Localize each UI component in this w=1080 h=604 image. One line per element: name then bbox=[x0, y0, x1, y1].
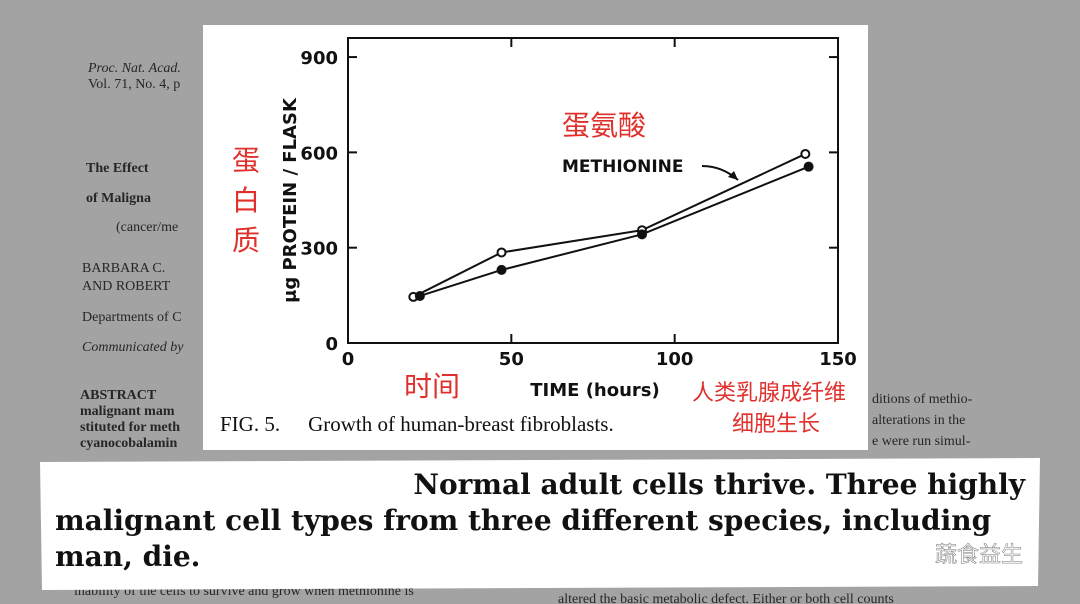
doc-line: of Maligna bbox=[86, 191, 151, 206]
doc-line: e were run simul- bbox=[872, 434, 971, 449]
series-line bbox=[419, 165, 809, 297]
banner-line: man, die. bbox=[55, 540, 200, 573]
doc-line: Communicated by bbox=[82, 340, 184, 355]
chart: 0 300 600 900 0 50 100 150 μg PROTEIN / FLASK TIM… bbox=[220, 37, 857, 437]
banner-line: Normal adult cells thrive. Three highly bbox=[413, 468, 1025, 501]
y-tick-label: 0 bbox=[325, 334, 338, 355]
annotation-cn: 时间 bbox=[404, 370, 460, 403]
doc-line: (cancer/me bbox=[116, 220, 178, 235]
x-tick-label: 0 bbox=[342, 349, 355, 370]
data-point bbox=[496, 264, 507, 275]
plot-frame bbox=[347, 37, 839, 344]
annotation-arrowhead bbox=[728, 171, 738, 180]
annotation-cn: 人类乳腺成纤维 bbox=[692, 381, 846, 406]
data-point bbox=[496, 247, 507, 258]
doc-line: Proc. Nat. Acad. bbox=[87, 61, 181, 76]
banner-panel bbox=[40, 458, 1040, 590]
watermark: 蔬食益生 bbox=[935, 543, 1023, 568]
doc-line: cyanocobalamin bbox=[80, 436, 177, 451]
x-axis-label: TIME (hours) bbox=[530, 380, 660, 401]
doc-line: malignant mam bbox=[80, 404, 175, 419]
y-tick-label: 300 bbox=[300, 239, 338, 260]
annotation-cn: 蛋白质 bbox=[232, 144, 260, 257]
watermark-icon bbox=[904, 542, 926, 564]
x-tick-label: 100 bbox=[656, 349, 694, 370]
caption-label: FIG. 5. bbox=[220, 412, 280, 436]
data-point bbox=[803, 161, 814, 172]
data-point bbox=[800, 148, 811, 159]
annotation-cn: 细胞生长 bbox=[732, 412, 820, 437]
doc-line: Vol. 71, No. 4, p bbox=[88, 77, 180, 92]
y-axis-label: μg PROTEIN / FLASK bbox=[280, 97, 301, 303]
doc-line: The Effect bbox=[86, 161, 149, 176]
caption-text: Growth of human-breast fibroblasts. bbox=[308, 412, 614, 436]
series-line bbox=[412, 153, 806, 298]
doc-line: Departments of C bbox=[82, 310, 182, 325]
banner-line: malignant cell types from three differen… bbox=[55, 504, 991, 537]
annotation-cn: 蛋氨酸 bbox=[562, 109, 646, 142]
x-tick-label: 50 bbox=[499, 349, 524, 370]
caption: FIG. 5. Growth of human-breast fibroblast… bbox=[220, 412, 614, 436]
annotation: METHIONINE bbox=[562, 157, 684, 177]
doc-line: altered the basic metabolic defect. Eith… bbox=[558, 592, 894, 604]
data-point bbox=[637, 229, 647, 240]
doc-line: ditions of methio- bbox=[872, 392, 973, 407]
doc-line: alterations in the bbox=[872, 413, 965, 428]
y-tick-label: 600 bbox=[300, 143, 338, 164]
doc-line: ABSTRACT bbox=[80, 388, 157, 403]
x-tick-label: 150 bbox=[819, 349, 857, 370]
doc-line: stituted for meth bbox=[80, 420, 180, 435]
y-tick-label: 900 bbox=[300, 48, 338, 69]
doc-line: BARBARA C. bbox=[82, 261, 165, 276]
doc-line: AND ROBERT bbox=[82, 279, 171, 294]
chart-panel bbox=[203, 25, 868, 450]
data-point bbox=[414, 290, 425, 301]
